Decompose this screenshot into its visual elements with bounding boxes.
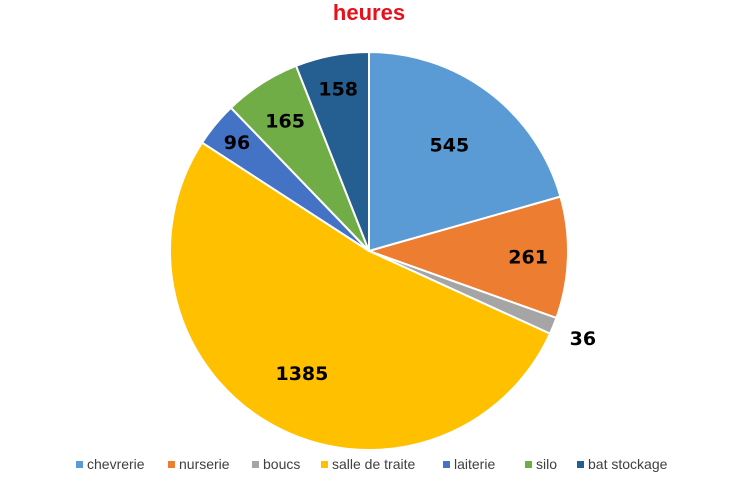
legend-label: chevrerie [87,456,145,472]
data-label-bat-stockage: 158 [318,79,358,101]
legend-item-silo: silo [525,456,557,472]
legend: chevrerie nurserie boucs salle de traite lai… [76,456,668,472]
data-label-chevrerie: 545 [430,135,470,157]
legend-item-laiterie: laiterie [443,456,495,472]
data-label-silo: 165 [265,110,305,132]
data-label-laiterie: 96 [224,132,250,154]
legend-item-nurserie: nurserie [168,456,230,472]
legend-swatch [577,461,584,468]
legend-label: nurserie [179,456,230,472]
legend-item-boucs: boucs [252,456,300,472]
chart-title: heures [333,0,405,25]
data-label-nurserie: 261 [508,246,548,268]
legend-label: boucs [263,456,300,472]
legend-swatch [168,461,175,468]
legend-swatch [252,461,259,468]
pie-slice-nurserie [365,195,569,320]
legend-swatch [525,461,532,468]
legend-label: salle de traite [332,456,415,472]
pie-slice-salle-de-traite [169,141,552,451]
data-label-salle-de-traite: 1385 [275,363,328,385]
pie-slice-chevrerie [368,50,562,253]
data-label-boucs: 36 [570,328,596,350]
legend-swatch [443,461,450,468]
legend-swatch [321,461,328,468]
legend-item-salle-de-traite: salle de traite [321,456,415,472]
legend-item-chevrerie: chevrerie [76,456,145,472]
legend-swatch [76,461,83,468]
data-labels: 545 261 36 1385 96 165 158 [224,79,596,385]
legend-label: laiterie [454,456,495,472]
pie-slices [169,50,569,451]
legend-label: silo [536,456,557,472]
legend-label: bat stockage [588,456,668,472]
legend-item-bat-stockage: bat stockage [577,456,668,472]
pie-slice-bat-stockage [294,50,370,252]
